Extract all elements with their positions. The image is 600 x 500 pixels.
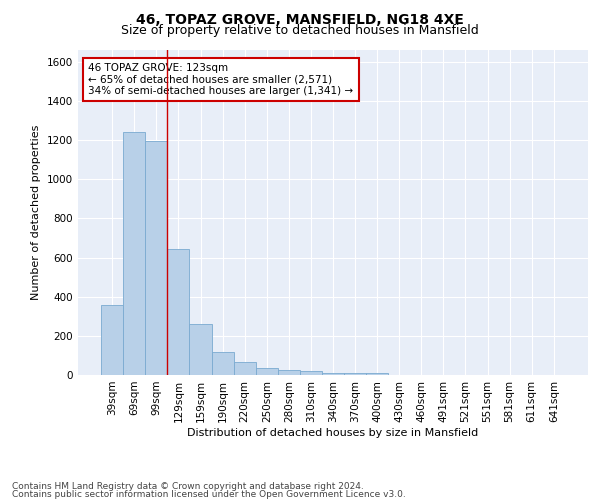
Bar <box>256 368 278 375</box>
Bar <box>123 132 145 375</box>
Bar <box>167 248 190 375</box>
Y-axis label: Number of detached properties: Number of detached properties <box>31 125 41 300</box>
Bar <box>190 324 212 375</box>
Bar <box>344 373 366 375</box>
Bar <box>145 141 167 375</box>
Text: Contains public sector information licensed under the Open Government Licence v3: Contains public sector information licen… <box>12 490 406 499</box>
Bar <box>233 362 256 375</box>
Text: Contains HM Land Registry data © Crown copyright and database right 2024.: Contains HM Land Registry data © Crown c… <box>12 482 364 491</box>
Text: 46, TOPAZ GROVE, MANSFIELD, NG18 4XE: 46, TOPAZ GROVE, MANSFIELD, NG18 4XE <box>136 12 464 26</box>
Text: Size of property relative to detached houses in Mansfield: Size of property relative to detached ho… <box>121 24 479 37</box>
Bar <box>322 373 344 375</box>
Bar <box>278 370 300 375</box>
Bar <box>212 352 233 375</box>
Text: 46 TOPAZ GROVE: 123sqm
← 65% of detached houses are smaller (2,571)
34% of semi-: 46 TOPAZ GROVE: 123sqm ← 65% of detached… <box>88 63 353 96</box>
Bar <box>101 306 123 375</box>
Bar <box>300 372 322 375</box>
Bar <box>366 373 388 375</box>
X-axis label: Distribution of detached houses by size in Mansfield: Distribution of detached houses by size … <box>187 428 479 438</box>
